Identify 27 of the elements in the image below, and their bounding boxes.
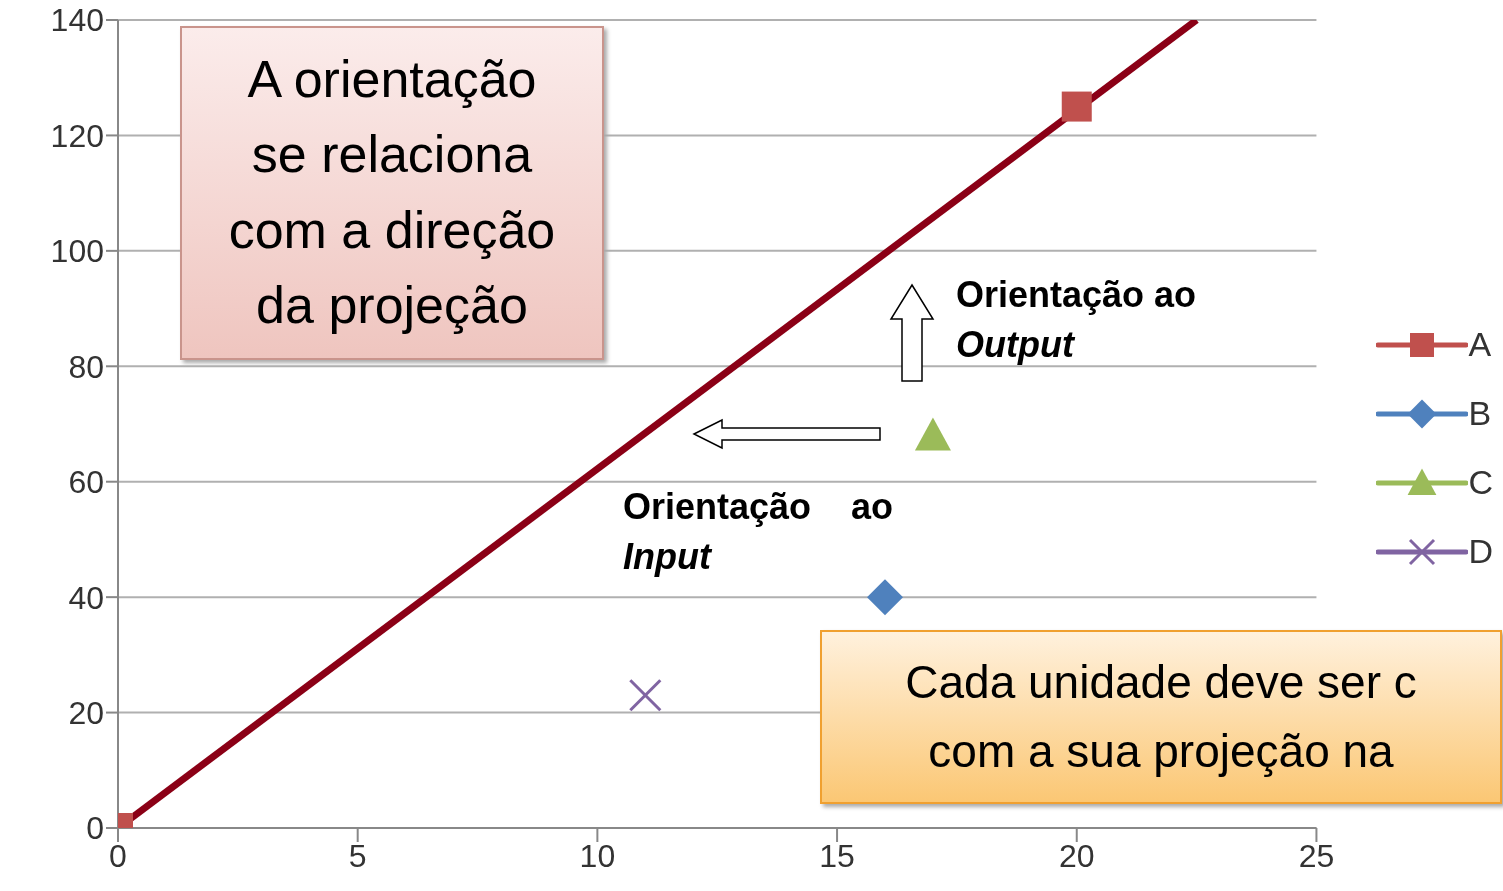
annotation: Orientação ao Output: [956, 273, 1197, 368]
annotation: A orientação se relaciona com a direção da projeção: [227, 49, 557, 337]
x-tick-label: 0: [109, 837, 127, 874]
y-tick-label: 60: [68, 464, 104, 501]
note-box: A orientação se relaciona com a direção da projeção: [180, 26, 604, 360]
x-tick-label: 10: [579, 837, 616, 874]
y-tick-label: 140: [50, 2, 104, 39]
point: [867, 579, 903, 616]
legend-label: C: [1468, 463, 1493, 502]
note-box: Cada unidade deve ser c com a sua projeção na: [820, 630, 1502, 804]
legend-label: D: [1468, 532, 1493, 571]
x-tick-label: 5: [348, 837, 367, 874]
y-tick-label: 80: [68, 348, 104, 385]
annotation: Cada unidade deve ser c com a sua projeção na: [904, 655, 1418, 779]
x-tick-label: 20: [1058, 837, 1095, 874]
point: [1061, 91, 1092, 122]
legend-label: A: [1468, 325, 1492, 364]
y-tick-label: 20: [68, 694, 104, 731]
legend-label: B: [1468, 394, 1492, 433]
y-tick-label: 0: [86, 810, 104, 847]
annotation: Orientação ao Input: [623, 485, 894, 580]
x-tick-label: 15: [819, 837, 855, 874]
y-tick-label: 100: [50, 233, 104, 270]
point: [914, 417, 951, 451]
y-tick-label: 40: [68, 579, 104, 616]
y-tick-label: 120: [50, 117, 104, 154]
x-tick-label: 25: [1298, 837, 1335, 874]
